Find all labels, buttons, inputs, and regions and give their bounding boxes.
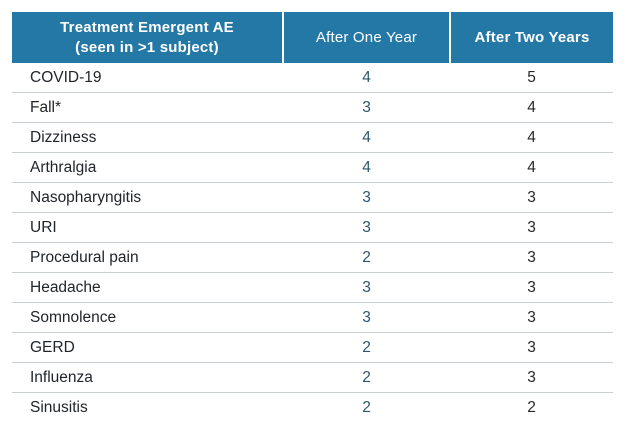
year2-value-cell: 3 — [450, 302, 613, 333]
header-title-line2: (seen in >1 subject) — [75, 38, 219, 56]
table-row: Dizziness 4 4 — [12, 122, 613, 153]
year1-value-cell: 2 — [283, 362, 450, 393]
year1-value-cell: 4 — [283, 122, 450, 153]
year2-value-cell: 3 — [450, 272, 613, 303]
table-row: Headache 3 3 — [12, 272, 613, 303]
year1-value-cell: 3 — [283, 272, 450, 303]
table-row: Fall* 3 4 — [12, 92, 613, 123]
year1-value-cell: 4 — [283, 63, 450, 93]
year1-value-cell: 3 — [283, 302, 450, 333]
header-title-line1: Treatment Emergent AE — [60, 19, 234, 36]
header-row: Treatment Emergent AE (seen in >1 subjec… — [12, 12, 613, 63]
ae-label-cell: Influenza — [12, 362, 283, 393]
table-row: Sinusitis 2 2 — [12, 393, 613, 423]
ae-label-cell: Fall* — [12, 92, 283, 123]
year1-value-cell: 4 — [283, 152, 450, 183]
ae-label-cell: GERD — [12, 332, 283, 363]
year2-value-cell: 3 — [450, 242, 613, 273]
year1-value-cell: 2 — [283, 242, 450, 273]
table-row: Procedural pain 2 3 — [12, 242, 613, 273]
ae-label-cell: Dizziness — [12, 122, 283, 153]
table-header: Treatment Emergent AE (seen in >1 subjec… — [12, 12, 613, 63]
year2-value-cell: 3 — [450, 182, 613, 213]
year2-value-cell: 4 — [450, 122, 613, 153]
table-row: Arthralgia 4 4 — [12, 152, 613, 183]
ae-label-cell: Arthralgia — [12, 152, 283, 183]
ae-label-cell: Nasopharyngitis — [12, 182, 283, 213]
year1-value-cell: 2 — [362, 398, 371, 416]
ae-label-cell: URI — [12, 212, 283, 243]
year2-value-cell: 4 — [450, 92, 613, 123]
year1-value-cell: 3 — [283, 182, 450, 213]
table-row: URI 3 3 — [12, 212, 613, 243]
year2-value-cell: 3 — [450, 332, 613, 363]
year1-value-cell: 3 — [283, 92, 450, 123]
ae-label-cell: Sinusitis — [30, 398, 88, 416]
table-row: Nasopharyngitis 3 3 — [12, 182, 613, 213]
header-after-one-year: After One Year — [282, 12, 450, 63]
table-row: COVID-19 4 5 — [12, 63, 613, 93]
ae-label-cell: Somnolence — [12, 302, 283, 333]
year1-value-cell: 3 — [283, 212, 450, 243]
table-row: Somnolence 3 3 — [12, 302, 613, 333]
header-after-two-years: After Two Years — [449, 12, 613, 63]
ae-label-cell: Procedural pain — [12, 242, 283, 273]
table-body: COVID-19 4 5 Fall* 3 4 Dizziness 4 4 Arthralgia 4 4… — [12, 63, 613, 422]
year2-value-cell: 3 — [450, 362, 613, 393]
year2-value-cell: 2 — [527, 398, 536, 416]
header-treatment-emergent-ae: Treatment Emergent AE (seen in >1 subjec… — [12, 12, 283, 63]
adverse-events-table: Treatment Emergent AE (seen in >1 subjec… — [12, 12, 613, 422]
year2-value-cell: 5 — [450, 63, 613, 93]
year2-value-cell: 4 — [450, 152, 613, 183]
table-row: GERD 2 3 — [12, 332, 613, 363]
ae-label-cell: COVID-19 — [12, 63, 283, 93]
year1-value-cell: 2 — [283, 332, 450, 363]
year2-value-cell: 3 — [450, 212, 613, 243]
table-row: Influenza 2 3 — [12, 362, 613, 393]
ae-label-cell: Headache — [12, 272, 283, 303]
